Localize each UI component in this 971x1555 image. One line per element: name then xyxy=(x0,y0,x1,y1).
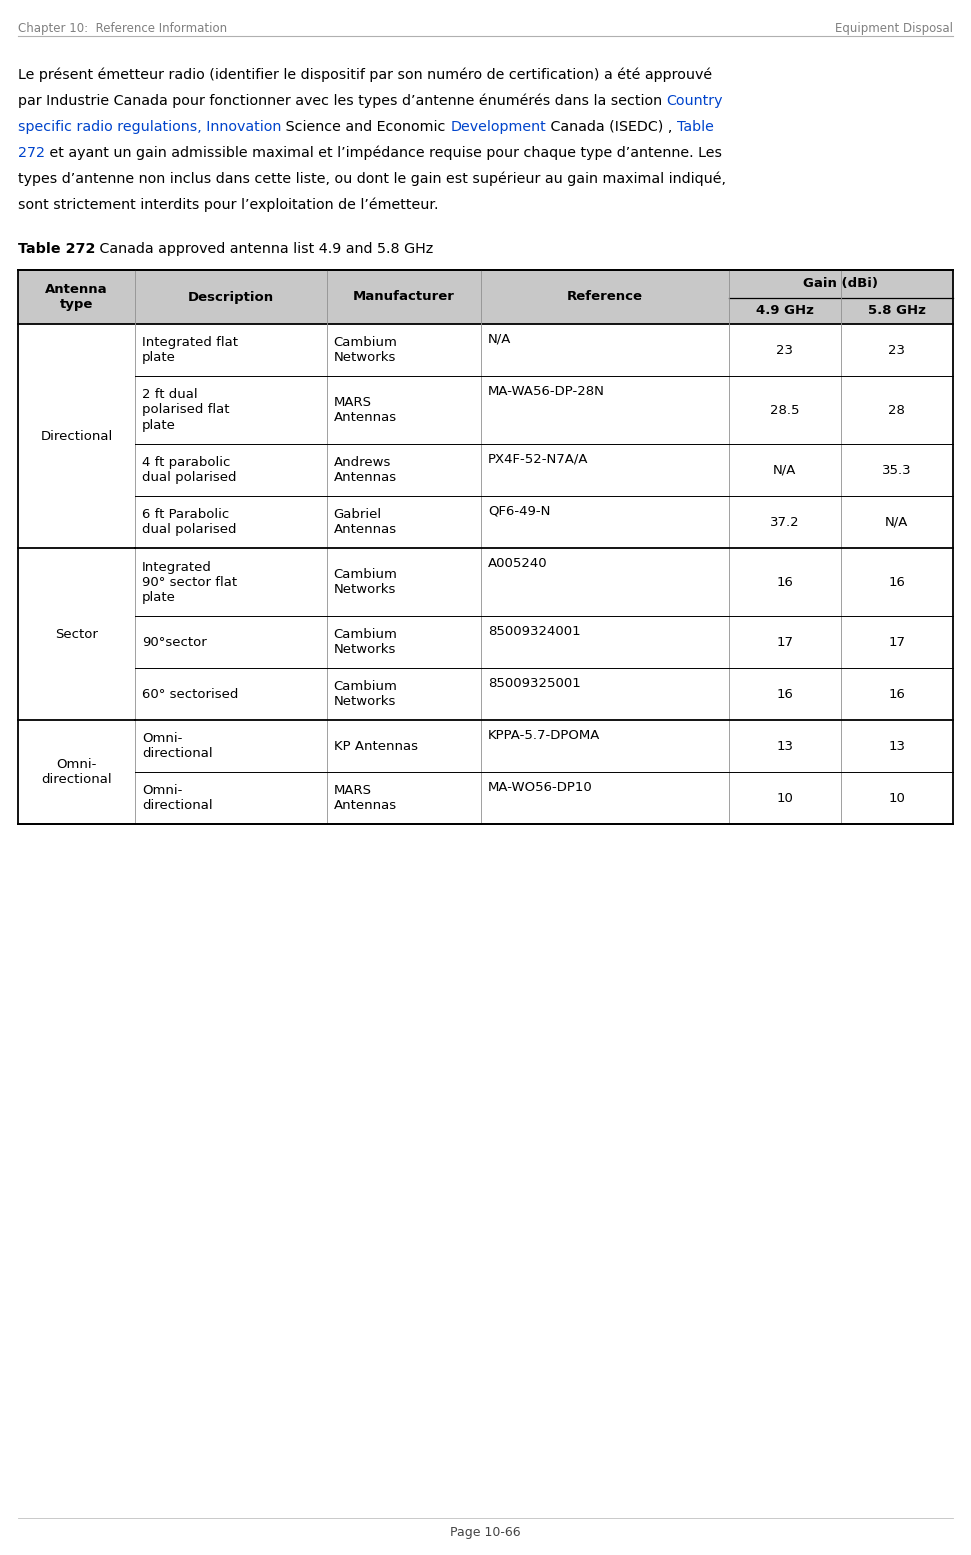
Text: 10: 10 xyxy=(888,791,905,804)
Text: 60° sectorised: 60° sectorised xyxy=(142,687,238,700)
Text: Table: Table xyxy=(677,120,714,134)
Text: 272: 272 xyxy=(18,146,45,160)
Text: par Industrie Canada pour fonctionner avec les types d’antenne énumérés dans la : par Industrie Canada pour fonctionner av… xyxy=(18,93,667,109)
Text: Chapter 10:  Reference Information: Chapter 10: Reference Information xyxy=(18,22,227,36)
Text: 4.9 GHz: 4.9 GHz xyxy=(755,305,814,317)
Text: 17: 17 xyxy=(888,636,905,648)
Text: 28.5: 28.5 xyxy=(770,403,799,417)
Text: Directional: Directional xyxy=(41,429,113,443)
Text: N/A: N/A xyxy=(487,333,511,347)
Text: Sector: Sector xyxy=(55,628,98,641)
Text: Omni-
directional: Omni- directional xyxy=(41,757,112,785)
Text: 85009324001: 85009324001 xyxy=(487,625,581,638)
Text: 37.2: 37.2 xyxy=(770,516,799,529)
Text: Description: Description xyxy=(187,291,274,303)
Text: KPPA-5.7-DPOMA: KPPA-5.7-DPOMA xyxy=(487,729,600,742)
Text: MARS
Antennas: MARS Antennas xyxy=(334,784,397,812)
Text: 23: 23 xyxy=(776,344,793,356)
Text: Cambium
Networks: Cambium Networks xyxy=(334,336,397,364)
Bar xyxy=(18,271,953,323)
Text: Equipment Disposal: Equipment Disposal xyxy=(835,22,953,36)
Text: Table 272: Table 272 xyxy=(18,243,95,257)
Text: Page 10-66: Page 10-66 xyxy=(450,1525,520,1539)
Text: 10: 10 xyxy=(776,791,793,804)
Text: Gain (dBi): Gain (dBi) xyxy=(803,277,879,289)
Text: Gabriel
Antennas: Gabriel Antennas xyxy=(334,508,397,536)
Text: Antenna
type: Antenna type xyxy=(45,283,108,311)
Text: Science and Economic: Science and Economic xyxy=(282,120,451,134)
Text: sont strictement interdits pour l’exploitation de l’émetteur.: sont strictement interdits pour l’exploi… xyxy=(18,197,439,213)
Text: Integrated flat
plate: Integrated flat plate xyxy=(142,336,238,364)
Text: MA-WO56-DP10: MA-WO56-DP10 xyxy=(487,781,592,795)
Text: specific radio regulations, Innovation: specific radio regulations, Innovation xyxy=(18,120,282,134)
Text: MARS
Antennas: MARS Antennas xyxy=(334,397,397,425)
Text: Canada approved antenna list 4.9 and 5.8 GHz: Canada approved antenna list 4.9 and 5.8… xyxy=(95,243,434,257)
Text: 13: 13 xyxy=(888,740,905,753)
Text: Cambium
Networks: Cambium Networks xyxy=(334,628,397,656)
Text: N/A: N/A xyxy=(773,463,796,476)
Text: PX4F-52-N7A/A: PX4F-52-N7A/A xyxy=(487,453,588,466)
Text: 16: 16 xyxy=(776,687,793,700)
Text: Andrews
Antennas: Andrews Antennas xyxy=(334,456,397,484)
Text: N/A: N/A xyxy=(886,516,909,529)
Text: 17: 17 xyxy=(776,636,793,648)
Text: Cambium
Networks: Cambium Networks xyxy=(334,680,397,708)
Text: 4 ft parabolic
dual polarised: 4 ft parabolic dual polarised xyxy=(142,456,236,484)
Text: 85009325001: 85009325001 xyxy=(487,676,581,690)
Text: 16: 16 xyxy=(888,687,905,700)
Text: 16: 16 xyxy=(888,575,905,588)
Text: 13: 13 xyxy=(776,740,793,753)
Text: QF6-49-N: QF6-49-N xyxy=(487,505,551,518)
Text: Omni-
directional: Omni- directional xyxy=(142,732,213,760)
Text: Reference: Reference xyxy=(567,291,643,303)
Text: types d’antenne non inclus dans cette liste, ou dont le gain est supérieur au ga: types d’antenne non inclus dans cette li… xyxy=(18,173,726,187)
Text: Cambium
Networks: Cambium Networks xyxy=(334,568,397,596)
Text: Manufacturer: Manufacturer xyxy=(352,291,454,303)
Text: Development: Development xyxy=(451,120,546,134)
Text: 16: 16 xyxy=(776,575,793,588)
Text: KP Antennas: KP Antennas xyxy=(334,740,418,753)
Text: Le présent émetteur radio (identifier le dispositif par son numéro de certificat: Le présent émetteur radio (identifier le… xyxy=(18,68,712,82)
Text: Omni-
directional: Omni- directional xyxy=(142,784,213,812)
Text: 28: 28 xyxy=(888,403,905,417)
Text: 2 ft dual
polarised flat
plate: 2 ft dual polarised flat plate xyxy=(142,389,229,431)
Text: 23: 23 xyxy=(888,344,905,356)
Text: 6 ft Parabolic
dual polarised: 6 ft Parabolic dual polarised xyxy=(142,508,236,536)
Text: A005240: A005240 xyxy=(487,557,548,571)
Text: 90°sector: 90°sector xyxy=(142,636,207,648)
Text: 5.8 GHz: 5.8 GHz xyxy=(868,305,925,317)
Text: Integrated
90° sector flat
plate: Integrated 90° sector flat plate xyxy=(142,560,237,603)
Text: Canada (ISEDC) ,: Canada (ISEDC) , xyxy=(546,120,677,134)
Text: 35.3: 35.3 xyxy=(882,463,912,476)
Text: et ayant un gain admissible maximal et l’impédance requise pour chaque type d’an: et ayant un gain admissible maximal et l… xyxy=(45,146,722,160)
Text: MA-WA56-DP-28N: MA-WA56-DP-28N xyxy=(487,386,605,398)
Text: Country: Country xyxy=(667,93,723,107)
